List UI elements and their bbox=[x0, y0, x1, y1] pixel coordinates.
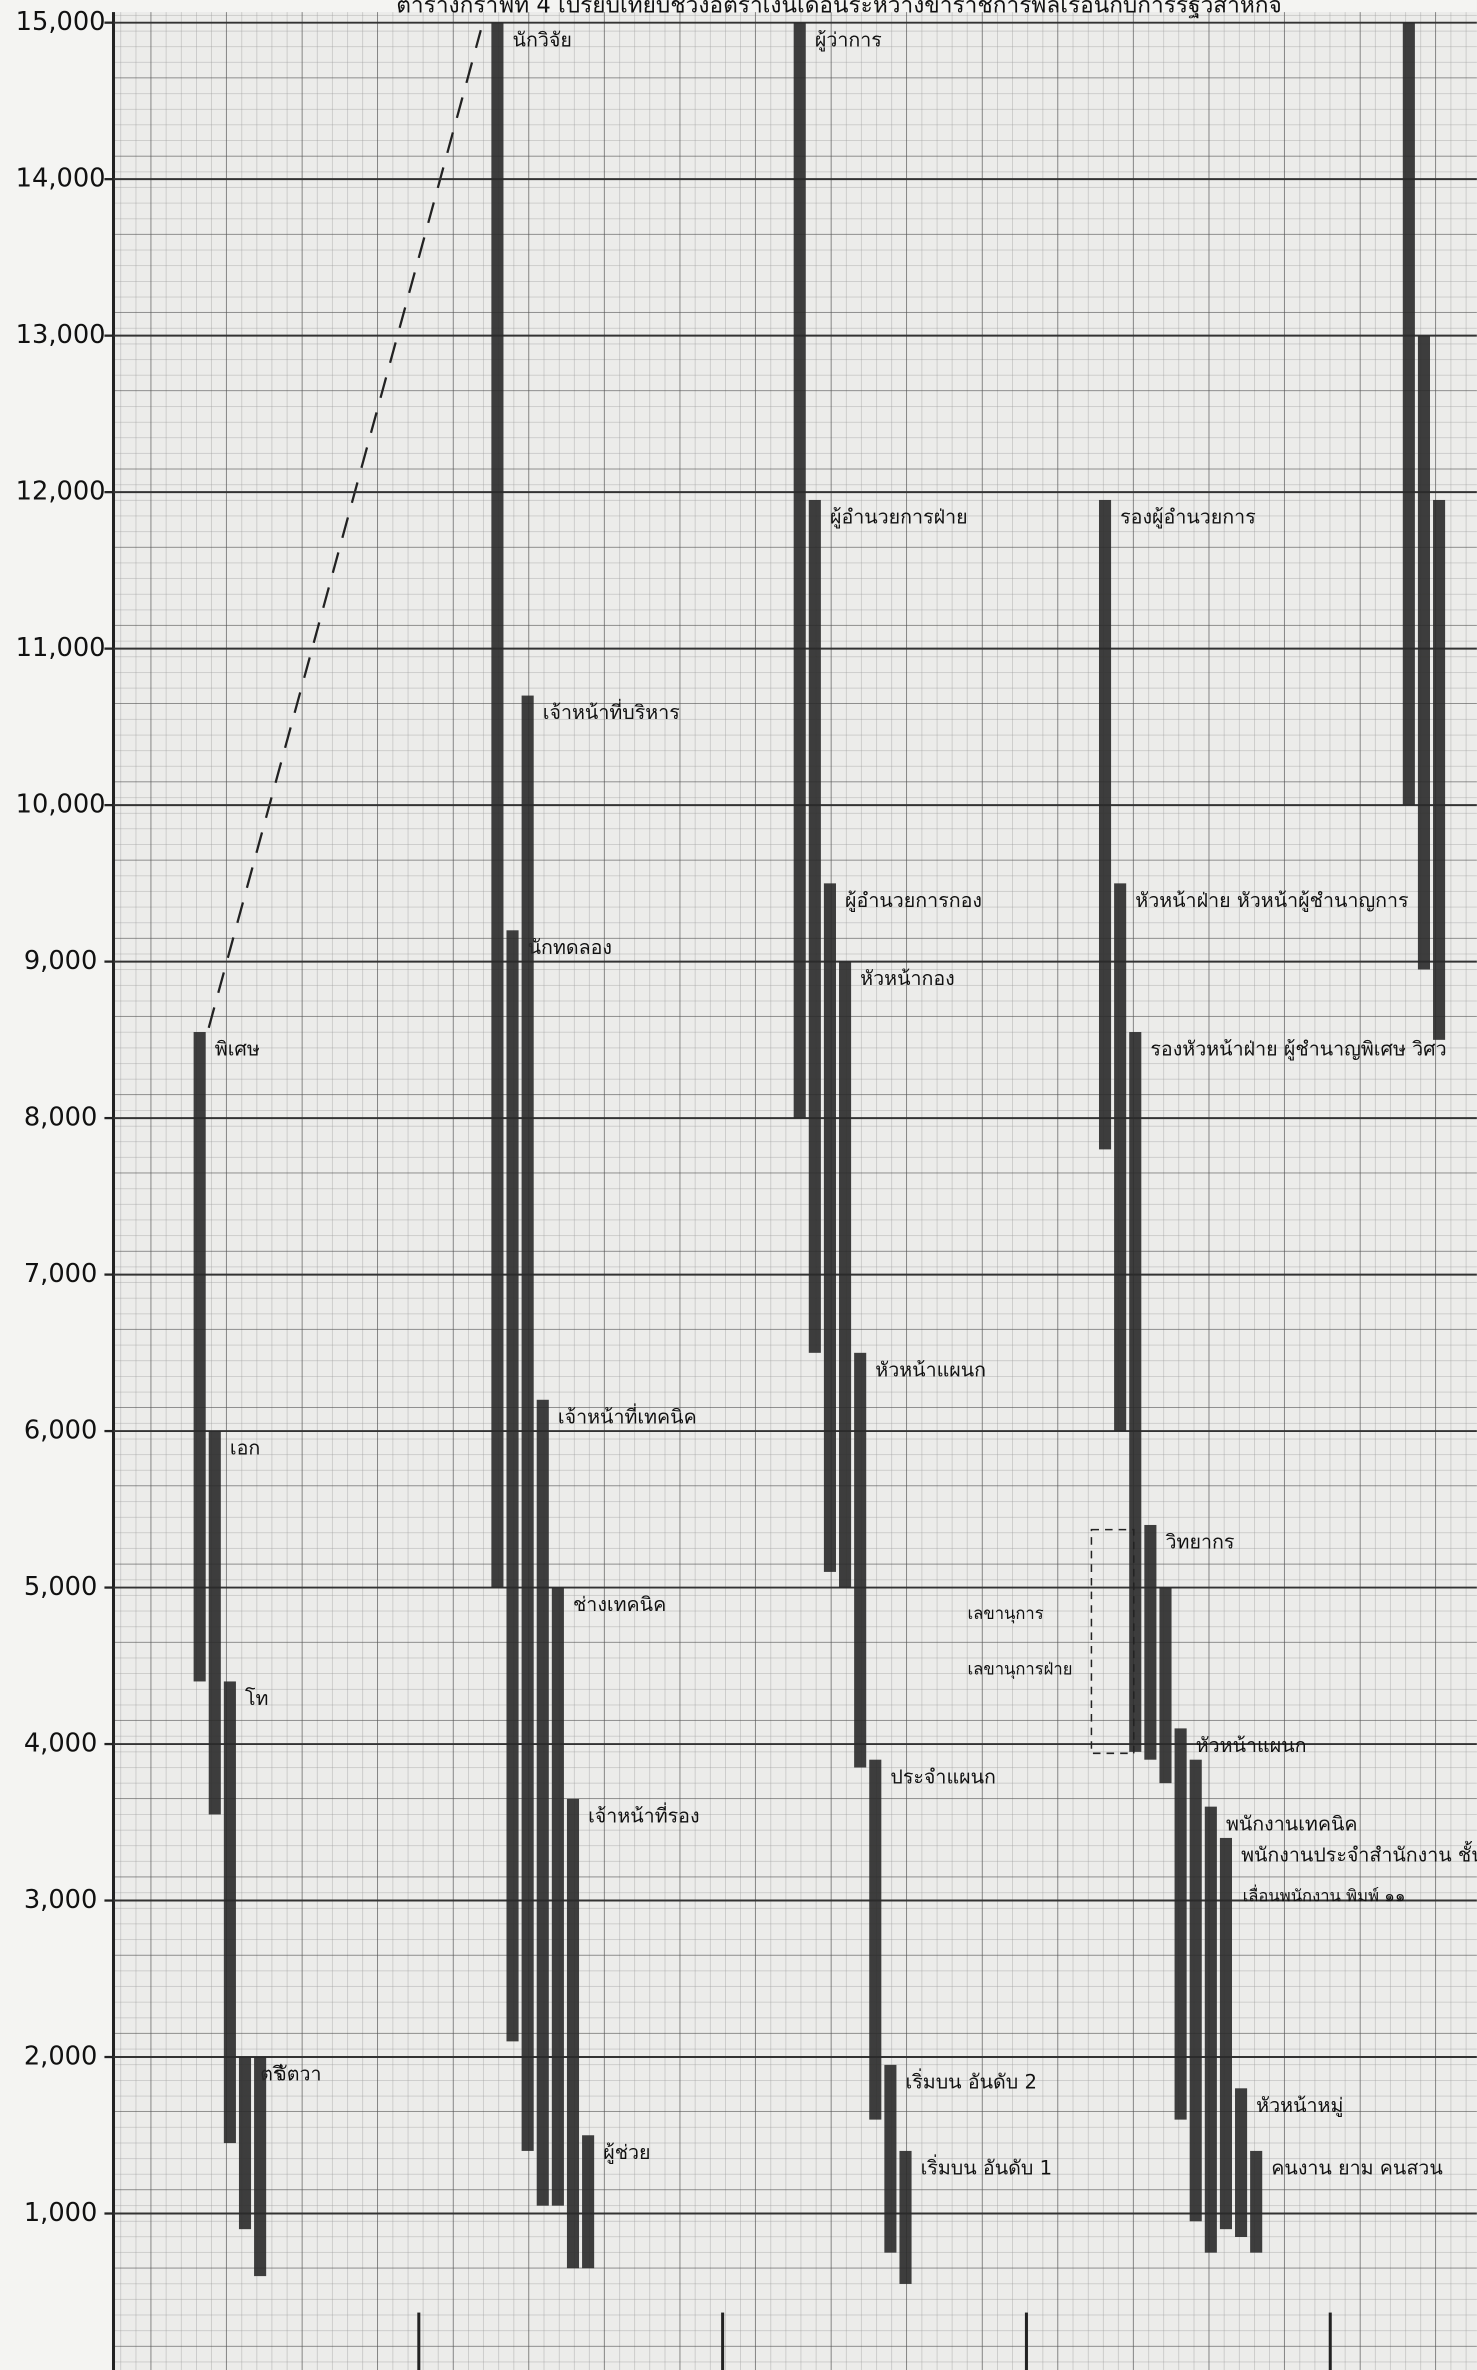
range-bar bbox=[209, 1431, 221, 1814]
range-bar bbox=[1220, 1838, 1232, 2229]
bar-label: รองผู้อำนวยการ bbox=[1120, 506, 1256, 530]
y-tick-label: 14,000 bbox=[16, 164, 106, 194]
annotation: เลื่อนพนักงาน พิมพ์ ๑๑ bbox=[1243, 1884, 1406, 1905]
range-bar bbox=[239, 2057, 251, 2229]
bar-label: เจ้าหน้าที่เทคนิค bbox=[558, 1403, 697, 1428]
bar-label: คนงาน ยาม คนสวน bbox=[1271, 2157, 1442, 2180]
y-tick-label: 5,000 bbox=[24, 1572, 98, 1602]
range-bar bbox=[1114, 883, 1126, 1431]
range-bar bbox=[899, 2151, 911, 2284]
range-bar bbox=[1190, 1760, 1202, 2222]
range-bar bbox=[1403, 23, 1415, 805]
range-bar bbox=[582, 2135, 594, 2268]
bar-label: เจ้าหน้าที่รอง bbox=[588, 1802, 699, 1827]
range-bar bbox=[552, 1588, 564, 2206]
y-tick-label: 2,000 bbox=[24, 2042, 98, 2072]
bar-label: ผู้อำนวยการฝ่าย bbox=[830, 506, 968, 530]
range-bar bbox=[1205, 1807, 1217, 2253]
bar-label: เอก bbox=[230, 1437, 260, 1460]
bar-label: ช่างเทคนิค bbox=[573, 1593, 666, 1616]
range-bar bbox=[537, 1400, 549, 2206]
range-bar bbox=[491, 23, 503, 1588]
bar-label: หัวหน้าแผนก bbox=[875, 1358, 986, 1381]
bar-label: โท bbox=[245, 1687, 268, 1710]
range-bar bbox=[1175, 1728, 1187, 2119]
bar-label: วิทยากร bbox=[1165, 1531, 1234, 1554]
range-bar bbox=[1099, 500, 1111, 1149]
bar-label: พิเศษ bbox=[215, 1038, 260, 1061]
bar-label: ผู้อำนวยการกอง bbox=[845, 889, 982, 913]
bar-label: พนักงานเทคนิค bbox=[1226, 1812, 1358, 1835]
range-bar bbox=[1129, 1032, 1141, 1752]
page: ตารางกราฟที่ 4 เปรียบเทียบช่วงอัตราเงินเ… bbox=[0, 0, 1477, 2370]
range-bar bbox=[522, 696, 534, 2151]
bar-label: จัตวา bbox=[275, 2063, 321, 2086]
y-tick-label: 3,000 bbox=[24, 1885, 98, 1915]
range-bar bbox=[1433, 500, 1445, 1040]
chart-title: ตารางกราฟที่ 4 เปรียบเทียบช่วงอัตราเงินเ… bbox=[396, 0, 1282, 19]
annotation: เลขานุการ bbox=[967, 1604, 1043, 1624]
range-bar bbox=[1144, 1525, 1156, 1760]
y-tick-label: 8,000 bbox=[24, 1103, 98, 1133]
y-tick-label: 4,000 bbox=[24, 1729, 98, 1759]
range-bar bbox=[884, 2065, 896, 2253]
range-bar bbox=[854, 1353, 866, 1768]
bar-label: หัวหน้าฝ่าย หัวหน้าผู้ชำนาญการ bbox=[1135, 889, 1408, 913]
bar-label: ผู้ว่าการ bbox=[815, 28, 882, 52]
bar-label: เจ้าหน้าที่บริหาร bbox=[543, 699, 680, 724]
bar-label: พนักงานประจำสำนักงาน ชั้น 1-2 bbox=[1241, 1841, 1477, 1867]
bar-label: ผู้ช่วย bbox=[603, 2141, 650, 2165]
y-tick-label: 6,000 bbox=[24, 1416, 98, 1446]
range-bar bbox=[254, 2057, 266, 2276]
range-bar bbox=[1418, 336, 1430, 970]
range-bar bbox=[224, 1681, 236, 2143]
bar-label: ประจำแผนก bbox=[890, 1765, 996, 1788]
range-bar bbox=[1235, 2088, 1247, 2237]
range-bar bbox=[506, 930, 518, 2041]
annotation: เลขานุการฝ่าย bbox=[967, 1660, 1072, 1680]
range-bar bbox=[567, 1799, 579, 2268]
bar-label: รองหัวหน้าฝ่าย ผู้ชำนาญพิเศษ วิศว bbox=[1150, 1038, 1446, 1062]
range-bar bbox=[1159, 1588, 1171, 1784]
range-bar bbox=[194, 1032, 206, 1681]
bar-label: หัวหน้ากอง bbox=[860, 967, 955, 990]
range-bar bbox=[839, 962, 851, 1588]
y-tick-label: 10,000 bbox=[16, 790, 106, 820]
range-bar bbox=[794, 23, 806, 1118]
y-tick-label: 7,000 bbox=[24, 1259, 98, 1289]
y-tick-label: 12,000 bbox=[16, 477, 106, 507]
bar-label: เริ่มบน อันดับ 2 bbox=[906, 2068, 1037, 2093]
chart: ตารางกราฟที่ 4 เปรียบเทียบช่วงอัตราเงินเ… bbox=[0, 0, 1477, 2370]
range-bar bbox=[1250, 2151, 1262, 2253]
bar-label: หัวหน้าแผนก bbox=[1196, 1734, 1307, 1757]
y-tick-label: 13,000 bbox=[16, 320, 106, 350]
y-tick-label: 15,000 bbox=[16, 7, 106, 37]
range-bar bbox=[869, 1760, 881, 2120]
range-bar bbox=[809, 500, 821, 1353]
bar-label: หัวหน้าหมู่ bbox=[1256, 2094, 1343, 2118]
range-bar bbox=[824, 883, 836, 1572]
bar-label: เริ่มบน อันดับ 1 bbox=[921, 2155, 1052, 2180]
y-tick-label: 11,000 bbox=[16, 633, 106, 663]
bar-label: นักวิจัย bbox=[513, 28, 572, 51]
bar-label: นักทดลอง bbox=[528, 936, 612, 959]
y-tick-label: 9,000 bbox=[24, 946, 98, 976]
y-tick-label: 1,000 bbox=[24, 2198, 98, 2228]
